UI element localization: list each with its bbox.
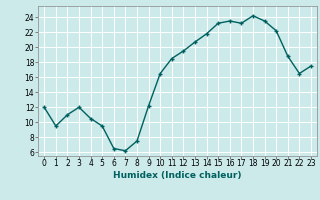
X-axis label: Humidex (Indice chaleur): Humidex (Indice chaleur) [113, 171, 242, 180]
